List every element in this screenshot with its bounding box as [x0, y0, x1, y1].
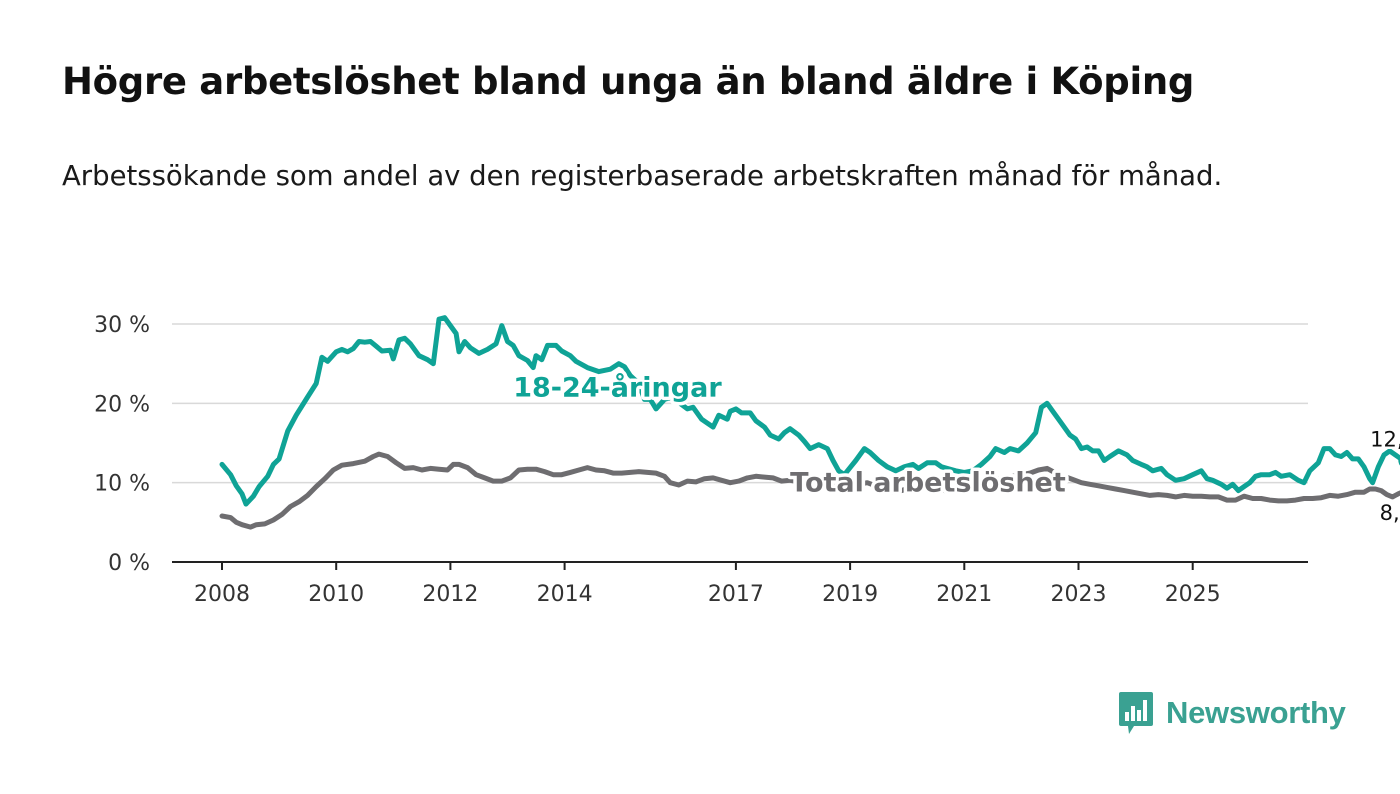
- x-tick-label: 2014: [537, 582, 593, 607]
- x-tick-label: 2010: [308, 582, 364, 607]
- chart-subtitle: Arbetssökande som andel av den registerb…: [62, 160, 1223, 192]
- brand-name: Newsworthy: [1166, 695, 1346, 730]
- series-annotation: 18-24-åringar: [513, 371, 722, 403]
- series-annotation: Total arbetslöshet: [790, 468, 1066, 499]
- x-tick-label: 2025: [1165, 582, 1221, 607]
- x-tick-label: 2019: [822, 582, 878, 607]
- y-tick-label: 30 %: [94, 313, 150, 338]
- end-value-label-youth: 12,8 %: [1370, 427, 1400, 451]
- labels: 18-24-åringar Total arbetslöshet 12,8 % 8,8…: [510, 368, 1400, 528]
- y-tick-label: 10 %: [94, 472, 150, 497]
- series-line-18-24-ringar: [219, 315, 1400, 507]
- series-lines: [219, 315, 1400, 530]
- x-tick-label: 2008: [194, 582, 250, 607]
- x-tick-label: 2017: [708, 582, 764, 607]
- end-value-label-total: 8,8 %: [1380, 501, 1400, 525]
- x-tick-label: 2021: [936, 582, 992, 607]
- chart-title: Högre arbetslöshet bland unga än bland ä…: [62, 60, 1195, 103]
- series-line-total-arbetsl-shet: [219, 451, 1400, 530]
- y-tick-label: 20 %: [94, 392, 150, 417]
- x-tick-label: 2012: [422, 582, 478, 607]
- y-tick-label: 0 %: [108, 551, 150, 576]
- bar-chart-icon: [1119, 692, 1153, 734]
- newsworthy-logo: Newsworthy: [1118, 690, 1346, 736]
- x-tick-label: 2023: [1051, 582, 1107, 607]
- axes: 0 % 10 % 20 % 30 % 2008 2010 2012 2014 2017 2019 2…: [94, 313, 1308, 607]
